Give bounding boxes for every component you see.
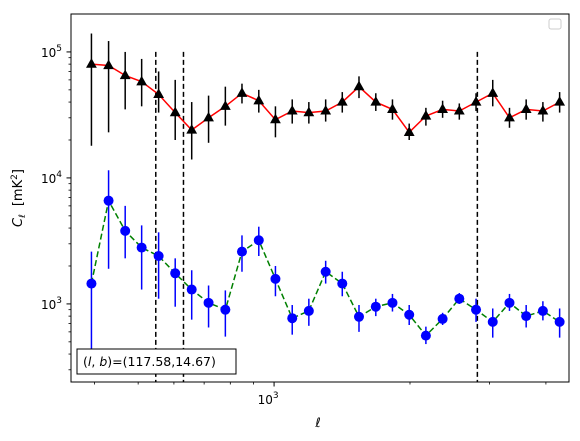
triangle-marker xyxy=(136,75,148,86)
circle-marker xyxy=(236,246,247,257)
plot-frame xyxy=(70,13,570,383)
triangle-marker xyxy=(203,111,214,122)
triangle-marker xyxy=(119,69,131,80)
legend-box xyxy=(548,18,562,30)
circle-marker xyxy=(504,297,515,308)
triangle-marker xyxy=(86,58,97,68)
triangle-marker xyxy=(219,100,231,110)
triangle-marker xyxy=(453,104,465,115)
vertical-lines xyxy=(155,51,479,382)
triangle-marker xyxy=(336,96,348,106)
triangle-marker xyxy=(236,87,248,97)
circle-marker xyxy=(554,316,565,327)
circle-marker xyxy=(454,293,465,304)
circle-marker xyxy=(203,297,214,308)
triangle-marker xyxy=(270,113,281,124)
circle-marker xyxy=(153,251,164,262)
triangle-marker xyxy=(370,96,382,106)
triangle-marker xyxy=(320,104,332,115)
triangle-marker xyxy=(520,103,532,113)
circle-marker xyxy=(170,268,181,279)
triangle-marker xyxy=(253,94,265,105)
x-axis-ticks: 103 xyxy=(94,382,547,407)
circle-marker xyxy=(337,278,348,289)
triangle-marker xyxy=(353,80,365,91)
circle-marker xyxy=(387,297,398,308)
triangle-marker xyxy=(153,88,165,99)
triangle-marker xyxy=(504,111,515,122)
triangle-marker xyxy=(286,104,298,115)
circle-marker xyxy=(487,316,498,327)
circle-marker xyxy=(353,311,364,322)
triangle-marker xyxy=(537,104,549,115)
circle-marker xyxy=(370,301,381,312)
circle-marker xyxy=(404,309,415,320)
y-axis-ticks: 103 104 105 xyxy=(41,44,71,371)
x-axis-label: ℓ xyxy=(314,416,320,431)
circle-marker xyxy=(303,305,314,316)
series-1 xyxy=(86,33,566,160)
circle-marker xyxy=(270,273,281,284)
circle-marker xyxy=(521,311,532,322)
y-tick-label: 104 xyxy=(41,170,62,186)
circle-marker xyxy=(287,313,298,324)
circle-marker xyxy=(186,284,197,295)
triangle-marker xyxy=(437,103,449,113)
triangle-marker xyxy=(303,106,315,117)
triangle-marker xyxy=(387,103,398,113)
circle-marker xyxy=(537,305,548,316)
triangle-marker xyxy=(169,106,181,117)
triangle-marker xyxy=(103,59,114,70)
circle-marker xyxy=(420,330,431,341)
annotation-box: (l, b)=(117.58,14.67) xyxy=(76,348,237,375)
y-axis-label: Cℓ[mK2] xyxy=(10,169,28,227)
circle-marker xyxy=(136,242,147,253)
circle-marker xyxy=(103,195,114,206)
circle-marker xyxy=(320,266,331,277)
circle-marker xyxy=(437,313,448,324)
triangle-marker xyxy=(554,96,566,106)
plot-background xyxy=(71,14,569,382)
circle-marker xyxy=(220,304,231,315)
triangle-marker xyxy=(470,96,482,106)
triangle-marker xyxy=(403,126,415,136)
circle-marker xyxy=(253,235,264,246)
x-tick-label: 103 xyxy=(258,391,279,407)
y-tick-label: 103 xyxy=(41,296,62,312)
circle-marker xyxy=(120,225,131,236)
y-tick-label: 105 xyxy=(41,44,62,60)
annotation-text: (l, b)=(117.58,14.67) xyxy=(83,354,216,369)
triangle-marker xyxy=(487,87,499,97)
triangle-marker xyxy=(186,124,198,134)
circle-marker xyxy=(471,304,482,315)
triangle-marker xyxy=(420,110,432,120)
circle-marker xyxy=(86,278,97,289)
